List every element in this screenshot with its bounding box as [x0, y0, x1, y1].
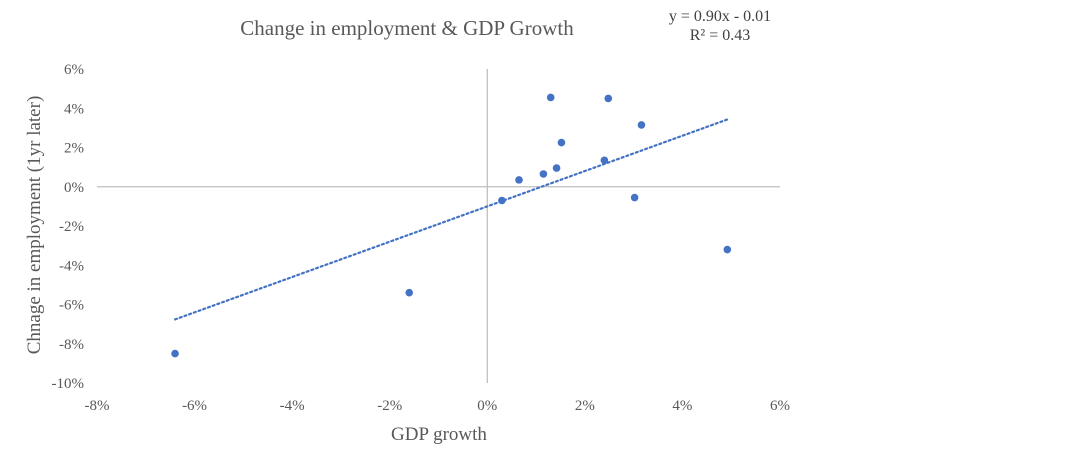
data-point — [498, 196, 506, 205]
x-tick-label: -8% — [85, 398, 110, 414]
data-points — [171, 93, 732, 358]
x-tick-label: -2% — [377, 398, 402, 414]
trendline-equation: y = 0.90x - 0.01 — [669, 8, 771, 25]
y-tick-labels: 6% 4% 2% 0% -2% -4% -6% -8% -10% — [52, 62, 85, 392]
data-point — [552, 164, 561, 172]
x-tick-label: 2% — [575, 398, 595, 414]
trendline — [173, 118, 729, 321]
y-tick-label: -10% — [52, 376, 85, 392]
chart-title: Change in employment & GDP Growth — [240, 16, 574, 40]
data-point — [723, 245, 732, 254]
data-point — [539, 170, 548, 178]
data-point — [171, 349, 179, 358]
x-axis-label: GDP growth — [391, 424, 487, 445]
y-tick-label: -8% — [59, 337, 84, 353]
data-point — [637, 121, 646, 129]
x-tick-label: -4% — [280, 398, 305, 414]
data-point — [604, 94, 613, 103]
y-tick-label: -4% — [59, 258, 84, 274]
y-tick-label: 6% — [64, 62, 84, 78]
x-tick-label: 4% — [672, 398, 692, 414]
y-tick-label: 0% — [64, 180, 84, 196]
data-point — [630, 193, 639, 202]
data-point — [515, 176, 523, 184]
data-point — [405, 288, 414, 297]
y-axis-label: Chnage in employment (1yr later) — [24, 96, 45, 355]
x-tick-label: -6% — [182, 398, 207, 414]
x-tick-label: 0% — [477, 398, 497, 414]
y-tick-label: 4% — [64, 101, 84, 117]
y-tick-label: -2% — [59, 219, 84, 235]
trendline-path — [173, 118, 729, 321]
data-point — [600, 156, 609, 165]
y-tick-label: 2% — [64, 141, 84, 157]
x-tick-label: 6% — [770, 398, 790, 414]
data-point — [546, 93, 555, 102]
trendline-r-squared: R² = 0.43 — [690, 27, 751, 44]
axes — [97, 69, 780, 383]
data-point — [557, 138, 566, 147]
x-tick-labels: -8% -6% -4% -2% 0% 2% 4% 6% — [85, 398, 791, 414]
y-tick-label: -6% — [59, 298, 84, 314]
